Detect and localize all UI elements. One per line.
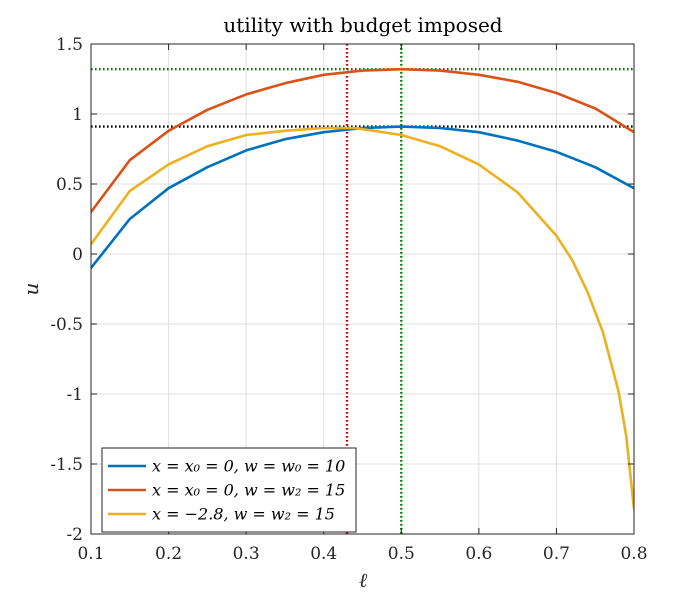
legend-label-0: x = x₀ = 0, w = w₀ = 10 <box>152 457 345 476</box>
x-tick-label-0: 0.1 <box>77 544 104 564</box>
x-tick-label-5: 0.6 <box>465 544 492 564</box>
x-tick-label-1: 0.2 <box>155 544 182 564</box>
axes-box <box>90 43 635 535</box>
x-tick-label-4: 0.5 <box>388 544 415 564</box>
x-tick-label-2: 0.3 <box>233 544 260 564</box>
x-tick-label-6: 0.7 <box>543 544 570 564</box>
y-tick-label-7: 1.5 <box>56 35 83 55</box>
y-tick-label-6: 1 <box>72 105 83 125</box>
y-tick-label-5: 0.5 <box>56 175 83 195</box>
y-tick-label-2: -1 <box>66 385 83 405</box>
y-tick-label-3: -0.5 <box>50 315 83 335</box>
series-line-1 <box>91 67 634 214</box>
plot-area: 0.1 0.2 0.3 0.4 0.5 0.6 0.7 0.8 -2 -1.5 -1 -0.5 0 0.5… <box>50 35 647 564</box>
y-tick-label-0: -2 <box>66 525 83 545</box>
x-tick-label-3: 0.4 <box>310 544 337 564</box>
y-tick-label-4: 0 <box>72 245 83 265</box>
series-line-2 <box>91 126 634 511</box>
legend: x = x₀ = 0, w = w₀ = 10 x = x₀ = 0, w = w… <box>101 447 357 533</box>
x-axis-label: ℓ <box>359 568 368 592</box>
legend-label-1: x = x₀ = 0, w = w₂ = 15 <box>152 481 345 500</box>
legend-label-2: x = −2.8, w = w₂ = 15 <box>152 505 335 524</box>
x-tick-label-7: 0.8 <box>620 544 647 564</box>
chart-title: utility with budget imposed <box>223 13 502 37</box>
y-tick-label-1: -1.5 <box>50 455 83 475</box>
y-axis-label: u <box>19 283 43 296</box>
